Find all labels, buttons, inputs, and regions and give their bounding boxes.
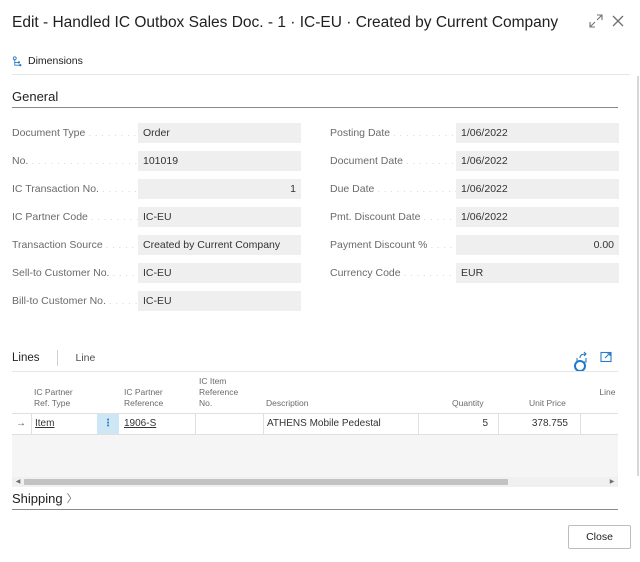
ic-item-reference-no-cell[interactable]	[199, 414, 259, 434]
col-header-unit-price[interactable]: Unit Price	[529, 398, 566, 408]
lines-grid: IC Partner Ref. Type IC Partner Referenc…	[12, 371, 618, 488]
col-header-line-discount[interactable]: Line D A	[594, 387, 618, 409]
col-header-quantity[interactable]: Quantity	[452, 398, 484, 408]
horizontal-scrollbar[interactable]: ◀ ▶	[12, 477, 618, 487]
dimensions-action[interactable]: Dimensions	[12, 52, 83, 70]
row-arrow-icon: →	[16, 418, 26, 429]
general-section-rule	[12, 107, 618, 108]
field-posting-date: Posting Date 1/06/2022	[330, 123, 620, 143]
ic-transaction-no-value[interactable]: 1	[138, 179, 301, 199]
transaction-source-value[interactable]: Created by Current Company	[138, 235, 301, 255]
header-line: IC Item	[199, 376, 227, 386]
field-sell-to-customer-no: Sell-to Customer No. IC-EU	[12, 263, 302, 283]
cell-divider	[195, 414, 196, 434]
field-label: Document Type	[12, 127, 138, 139]
action-divider	[12, 74, 630, 75]
field-label: Posting Date	[330, 127, 456, 139]
field-label: Bill-to Customer No.	[12, 295, 138, 307]
header-line: IC Partner	[34, 387, 73, 397]
col-header-description[interactable]: Description	[266, 398, 309, 408]
field-bill-to-customer-no: Bill-to Customer No. IC-EU	[12, 291, 302, 311]
bill-to-customer-no-value[interactable]: IC-EU	[138, 291, 301, 311]
payment-discount-pct-value[interactable]: 0.00	[456, 235, 619, 255]
field-label: No.	[12, 155, 138, 167]
header-line: A	[594, 398, 618, 409]
shipping-section-rule	[12, 509, 618, 510]
header-line: Reference	[199, 387, 239, 397]
quantity-cell[interactable]: 5	[482, 418, 488, 429]
cell-divider	[498, 414, 499, 434]
field-label: Payment Discount %	[330, 239, 456, 251]
col-header-ic-partner-ref-type[interactable]: IC Partner Ref. Type	[34, 387, 73, 409]
row-actions-icon[interactable]: ⋮	[97, 414, 119, 434]
cell-divider	[418, 414, 419, 434]
grid-empty-area	[12, 435, 618, 479]
vertical-scrollbar[interactable]	[637, 76, 639, 476]
page-title: Edit - Handled IC Outbox Sales Doc. - 1 …	[12, 14, 559, 31]
open-in-new-window-icon[interactable]	[599, 350, 613, 364]
field-pmt-discount-date: Pmt. Discount Date 1/06/2022	[330, 207, 620, 227]
lines-title[interactable]: Lines	[12, 352, 40, 364]
ic-partner-reference-link[interactable]: 1906-S	[124, 418, 157, 429]
header-line: IC Partner	[124, 387, 163, 397]
cell-divider	[31, 414, 32, 434]
field-document-date: Document Date 1/06/2022	[330, 151, 620, 171]
sell-to-customer-no-value[interactable]: IC-EU	[138, 263, 301, 283]
due-date-value[interactable]: 1/06/2022	[456, 179, 619, 199]
header-line: No.	[199, 398, 213, 408]
col-header-ic-partner-reference[interactable]: IC Partner Reference	[124, 387, 163, 409]
field-label: IC Partner Code	[12, 211, 138, 223]
header-line: Reference	[124, 398, 164, 408]
dimensions-icon	[12, 55, 22, 66]
ic-partner-code-value[interactable]: IC-EU	[138, 207, 301, 227]
pmt-discount-date-value[interactable]: 1/06/2022	[456, 207, 619, 227]
lines-header: Lines Line	[12, 350, 95, 366]
scrollbar-thumb[interactable]	[24, 479, 508, 485]
posting-date-value[interactable]: 1/06/2022	[456, 123, 619, 143]
lines-separator	[56, 350, 58, 366]
document-date-value[interactable]: 1/06/2022	[456, 151, 619, 171]
header-line: Line D	[599, 387, 618, 397]
field-ic-transaction-no: IC Transaction No. 1	[12, 179, 302, 199]
shipping-title: Shipping	[12, 490, 63, 506]
field-currency-code: Currency Code EUR	[330, 263, 620, 283]
close-button[interactable]: Close	[568, 525, 631, 549]
close-icon[interactable]	[610, 14, 626, 30]
ic-partner-ref-type-link[interactable]: Item	[35, 418, 55, 429]
field-due-date: Due Date 1/06/2022	[330, 179, 620, 199]
description-cell[interactable]: ATHENS Mobile Pedestal	[267, 418, 381, 429]
field-payment-discount-pct: Payment Discount % 0.00	[330, 235, 620, 255]
header-line: Ref. Type	[34, 398, 71, 408]
field-label: IC Transaction No.	[12, 183, 138, 195]
document-type-value[interactable]: Order	[138, 123, 301, 143]
field-transaction-source: Transaction Source Created by Current Co…	[12, 235, 302, 255]
chevron-right-icon: 〉	[66, 493, 78, 505]
field-document-type: Document Type Order	[12, 123, 302, 143]
dimensions-label: Dimensions	[28, 55, 83, 67]
cell-divider	[263, 414, 264, 434]
field-label: Due Date	[330, 183, 456, 195]
field-label: Pmt. Discount Date	[330, 211, 456, 223]
field-label: Transaction Source	[12, 239, 138, 251]
field-ic-partner-code: IC Partner Code IC-EU	[12, 207, 302, 227]
field-label: Currency Code	[330, 267, 456, 279]
scroll-left-icon[interactable]: ◀	[15, 479, 21, 485]
table-row[interactable]: → Item ⋮ 1906-S ATHENS Mobile Pedestal 5…	[12, 413, 618, 435]
col-header-ic-item-reference-no[interactable]: IC Item Reference No.	[199, 376, 238, 409]
currency-code-value[interactable]: EUR	[456, 263, 619, 283]
field-label: Sell-to Customer No.	[12, 267, 138, 279]
general-section-title[interactable]: General	[12, 89, 59, 104]
unit-price-cell[interactable]: 378.755	[531, 418, 568, 429]
cell-divider	[580, 414, 581, 434]
shipping-section-title[interactable]: Shipping 〉	[12, 490, 78, 506]
scroll-right-icon[interactable]: ▶	[609, 479, 615, 485]
line-menu-button[interactable]: Line	[75, 352, 96, 364]
expand-icon[interactable]	[588, 14, 604, 30]
no-value[interactable]: 101019	[138, 151, 301, 171]
field-label: Document Date	[330, 155, 456, 167]
field-no: No. 101019	[12, 151, 302, 171]
